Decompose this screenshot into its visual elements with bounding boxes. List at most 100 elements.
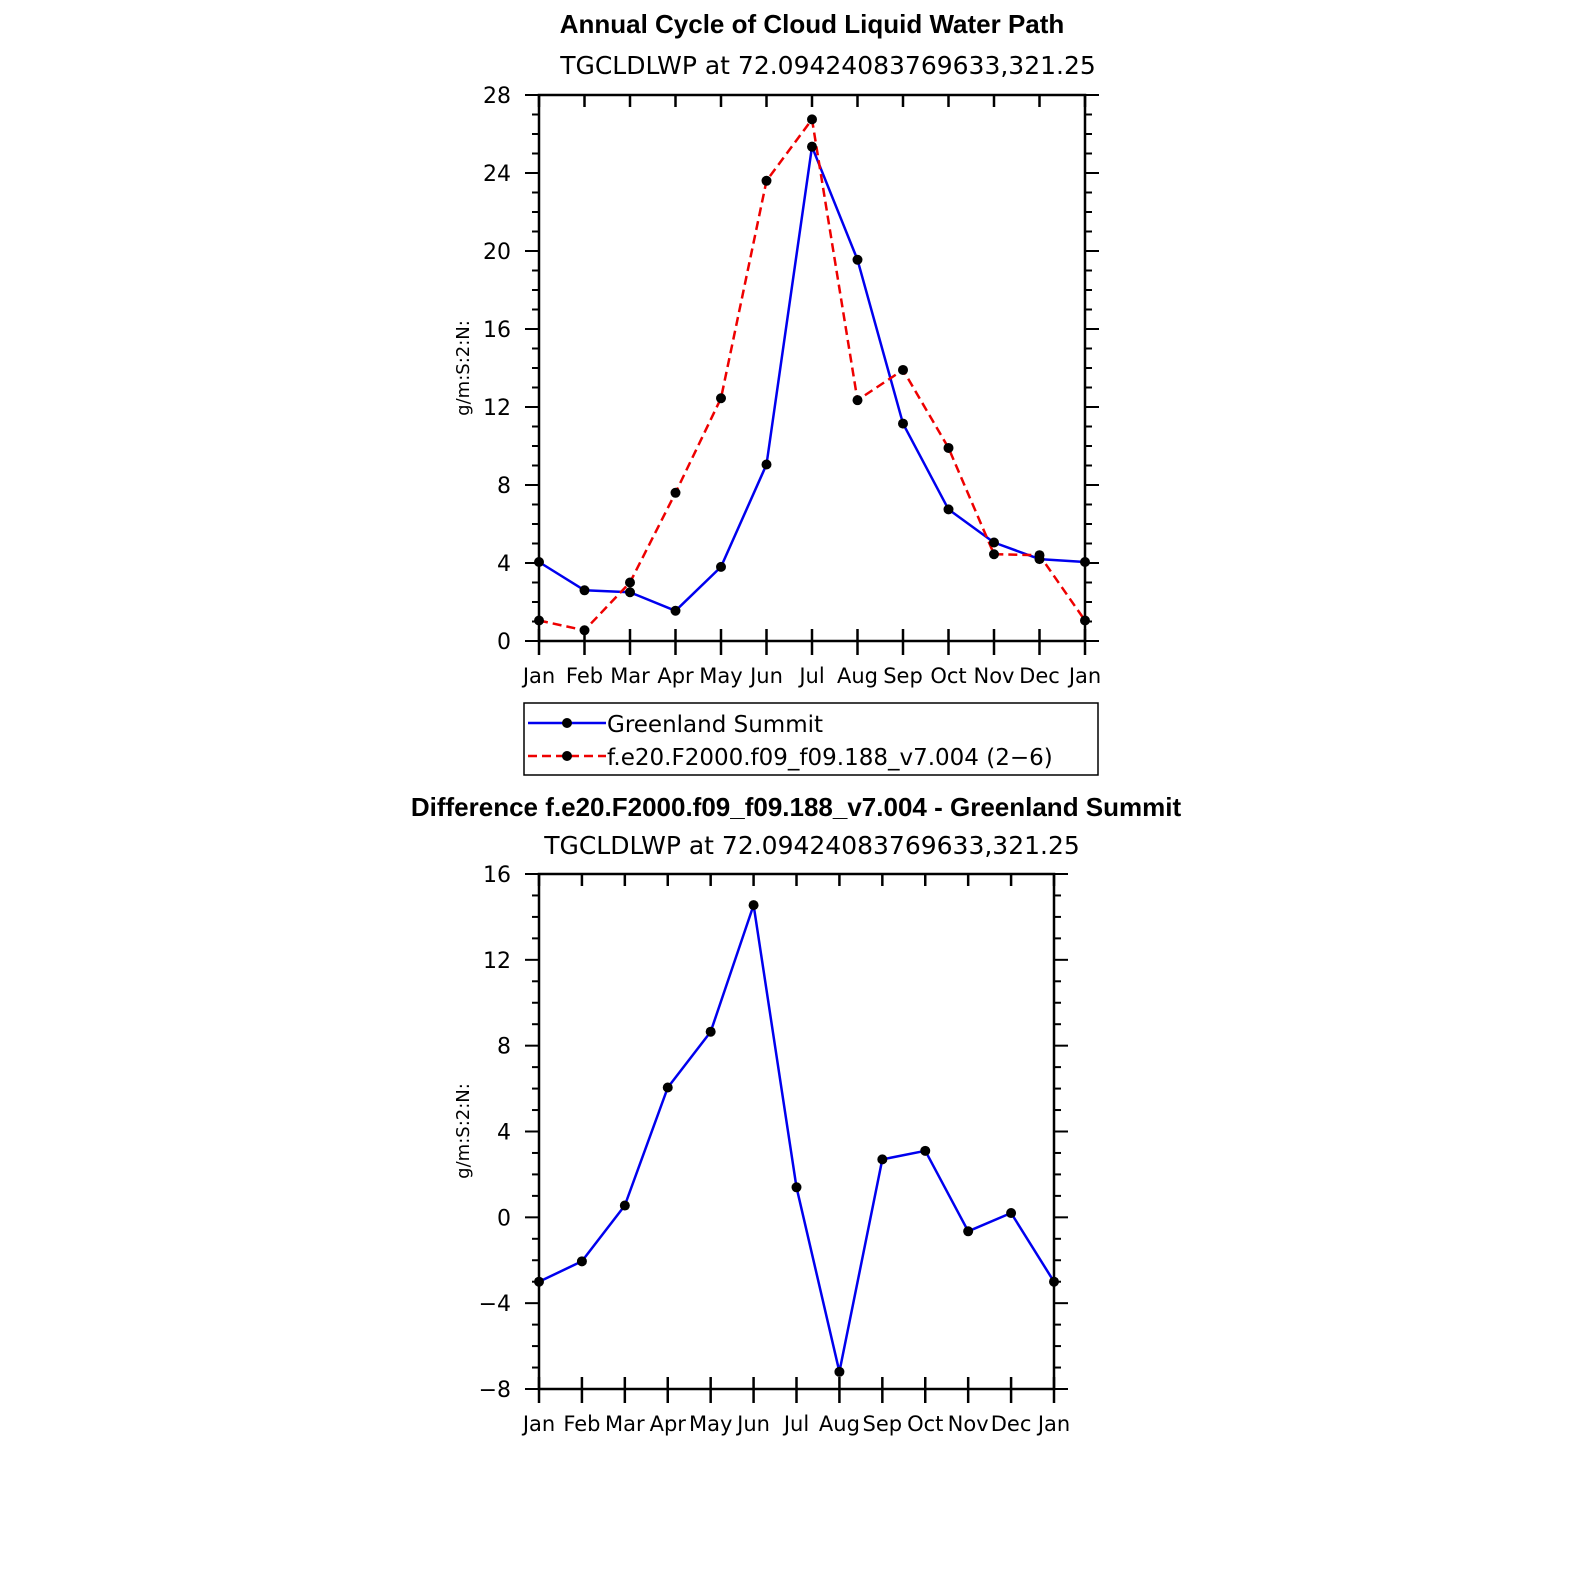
top-x-tick-label: Dec xyxy=(1019,664,1060,688)
top-chart-y-tick-labels: 0 4 8 12 16 20 24 28 xyxy=(483,84,511,655)
bottom-series-0-point xyxy=(576,1256,587,1267)
bottom-series-line-0 xyxy=(538,903,1056,1374)
bottom-x-tick-label: Nov xyxy=(948,1412,989,1436)
bottom-chart-x-tick-labels: Jan Feb Mar Apr May Jun Jul Aug Sep Oct Nov Dec Jan xyxy=(521,1412,1070,1436)
top-x-tick-label: Oct xyxy=(930,664,966,688)
top-y-tick-label: 16 xyxy=(483,318,511,343)
top-chart-series xyxy=(534,114,1090,636)
bottom-x-tick-label: Feb xyxy=(563,1412,600,1436)
bottom-chart-series xyxy=(534,900,1059,1377)
bottom-x-tick-label: Jan xyxy=(521,1412,555,1436)
bottom-y-tick-label: −4 xyxy=(479,1292,511,1317)
bottom-series-0-point xyxy=(877,1154,888,1165)
bottom-chart-ylabel: g/m:S:2:N: xyxy=(453,1083,474,1179)
bottom-x-tick-label: Mar xyxy=(605,1412,645,1436)
bottom-y-tick-label: 12 xyxy=(483,949,511,974)
bottom-y-tick-label: −8 xyxy=(479,1378,511,1403)
bottom-chart: Difference f.e20.F2000.f09_f09.188_v7.00… xyxy=(411,792,1182,1436)
bottom-x-tick-label: Apr xyxy=(650,1412,687,1436)
bottom-series-0-point xyxy=(748,900,759,911)
top-series-0-point xyxy=(670,605,681,616)
top-series-1-point xyxy=(1034,550,1045,561)
bottom-y-tick-label: 0 xyxy=(497,1206,511,1231)
top-y-tick-label: 4 xyxy=(497,552,511,577)
top-chart-frame xyxy=(537,93,1087,643)
top-series-0-point xyxy=(943,504,954,515)
top-series-1-point xyxy=(989,549,999,560)
legend-marker-greenland xyxy=(562,718,572,728)
bottom-series-0-point xyxy=(662,1082,673,1093)
top-x-tick-label: Aug xyxy=(837,664,878,688)
top-chart-legend: Greenland Summit f.e20.F2000.f09_f09.188… xyxy=(523,702,1099,776)
bottom-x-tick-label: May xyxy=(689,1412,732,1436)
top-series-1-point xyxy=(852,395,863,406)
top-series-1-point xyxy=(716,393,726,404)
legend-box xyxy=(523,702,1099,776)
top-chart-ylabel: g/m:S:2:N: xyxy=(453,320,474,416)
top-y-tick-label: 0 xyxy=(497,630,511,655)
top-chart-subtitle: TGCLDLWP at 72.09424083769633,321.25 xyxy=(559,51,1096,80)
bottom-x-tick-label: Aug xyxy=(819,1412,860,1436)
bottom-chart-frame xyxy=(537,872,1056,1391)
bottom-y-tick-label: 4 xyxy=(497,1121,511,1146)
top-series-0-point xyxy=(625,587,635,598)
top-chart-x-tick-labels: Jan Feb Mar Apr May Jun Jul Aug Sep Oct Nov Dec Jan xyxy=(521,664,1101,688)
bottom-y-tick-label: 16 xyxy=(483,863,511,888)
top-y-tick-label: 12 xyxy=(483,396,511,421)
bottom-chart-subtitle: TGCLDLWP at 72.09424083769633,321.25 xyxy=(543,831,1080,860)
bottom-series-0-point xyxy=(834,1366,845,1377)
top-series-1-point xyxy=(625,577,635,588)
top-series-line-0 xyxy=(538,145,1086,613)
bottom-x-tick-label: Oct xyxy=(907,1412,943,1436)
bottom-y-tick-label: 8 xyxy=(497,1035,511,1060)
top-x-tick-label: Jan xyxy=(521,664,555,688)
bottom-series-0-point xyxy=(791,1182,802,1193)
bottom-chart-ticks xyxy=(525,873,1068,1403)
legend-marker-model xyxy=(562,751,572,761)
top-x-tick-label: Nov xyxy=(974,664,1015,688)
top-x-tick-label: May xyxy=(699,664,742,688)
top-series-line-1 xyxy=(538,118,1087,632)
bottom-x-tick-label: Jun xyxy=(735,1412,770,1436)
top-series-0-point xyxy=(898,418,908,429)
bottom-x-tick-label: Jul xyxy=(782,1412,809,1436)
top-chart-title: Annual Cycle of Cloud Liquid Water Path xyxy=(560,9,1065,39)
top-series-1-point xyxy=(761,175,772,186)
top-x-tick-label: Jun xyxy=(748,664,783,688)
bottom-x-tick-label: Dec xyxy=(991,1412,1032,1436)
bottom-series-0-point xyxy=(619,1200,630,1211)
bottom-x-tick-label: Sep xyxy=(863,1412,903,1436)
top-x-tick-label: Mar xyxy=(610,664,650,688)
top-x-tick-label: Sep xyxy=(883,664,923,688)
top-series-0-point xyxy=(852,254,863,265)
top-series-1-point xyxy=(670,487,681,498)
top-series-0-point xyxy=(716,561,726,572)
legend-label-greenland: Greenland Summit xyxy=(607,712,823,738)
top-series-0-point xyxy=(579,585,590,596)
top-chart: Annual Cycle of Cloud Liquid Water Path … xyxy=(453,9,1101,688)
bottom-series-0-point xyxy=(963,1226,974,1237)
bottom-x-tick-label: Jan xyxy=(1036,1412,1070,1436)
top-x-tick-label: Apr xyxy=(657,664,694,688)
top-series-1-point xyxy=(898,364,908,375)
top-y-tick-label: 24 xyxy=(483,162,511,187)
bottom-chart-y-tick-labels: −8 −4 0 4 8 12 16 xyxy=(479,863,511,1403)
top-y-tick-label: 28 xyxy=(483,84,511,109)
bottom-series-0-point xyxy=(705,1026,716,1037)
top-series-1-point xyxy=(943,442,954,453)
bottom-chart-title: Difference f.e20.F2000.f09_f09.188_v7.00… xyxy=(411,792,1182,822)
top-x-tick-label: Feb xyxy=(566,664,603,688)
top-series-0-point xyxy=(989,537,999,548)
bottom-series-0-point xyxy=(920,1145,931,1156)
top-series-0-point xyxy=(807,141,817,152)
top-chart-ticks xyxy=(525,94,1099,655)
top-series-1-point xyxy=(579,625,590,636)
top-y-tick-label: 20 xyxy=(483,240,511,265)
top-y-tick-label: 8 xyxy=(497,474,511,499)
top-x-tick-label: Jan xyxy=(1067,664,1101,688)
bottom-series-0-point xyxy=(1006,1208,1017,1219)
legend-label-model: f.e20.F2000.f09_f09.188_v7.004 (2−6) xyxy=(607,745,1053,771)
top-x-tick-label: Jul xyxy=(797,664,824,688)
top-series-1-point xyxy=(807,114,817,125)
